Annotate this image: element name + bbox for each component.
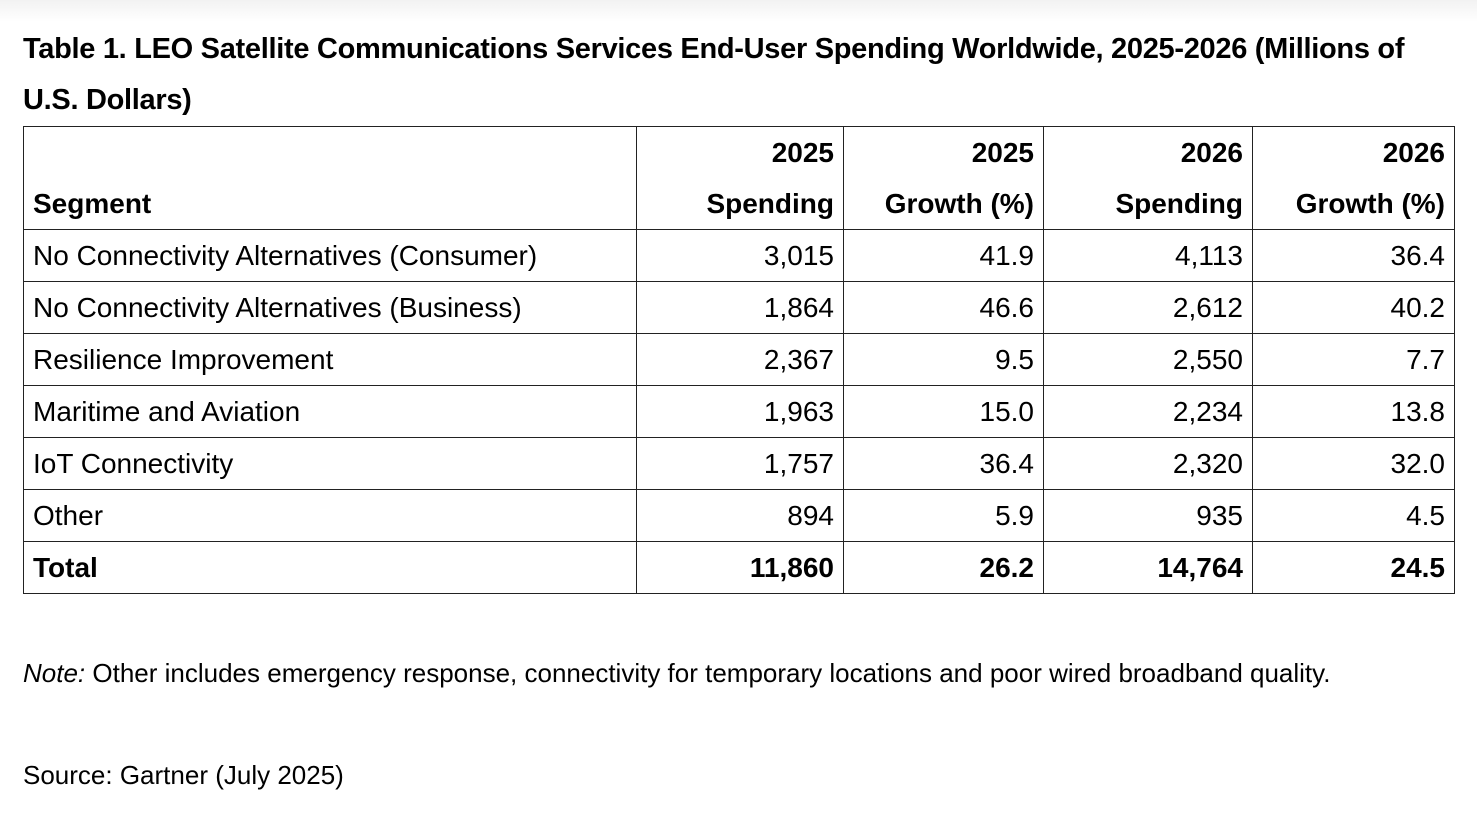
value-cell: 7.7 xyxy=(1252,333,1455,386)
value-cell: 935 xyxy=(1043,489,1253,542)
column-header: Segment xyxy=(23,126,637,230)
value-cell: 11,860 xyxy=(636,541,844,594)
value-cell: 2,367 xyxy=(636,333,844,386)
column-header: 2026 Spending xyxy=(1043,126,1253,230)
value-cell: 15.0 xyxy=(843,385,1044,438)
value-cell: 36.4 xyxy=(843,437,1044,490)
table-row: Maritime and Aviation 1,963 15.0 2,234 13.8 xyxy=(23,385,1455,438)
header-top xyxy=(33,127,627,178)
column-header: 2025 Growth (%) xyxy=(843,126,1044,230)
value-cell: 36.4 xyxy=(1252,229,1455,282)
value-cell: 9.5 xyxy=(843,333,1044,386)
value-cell: 4,113 xyxy=(1043,229,1253,282)
header-top: 2026 xyxy=(1180,137,1243,168)
note-text: Other includes emergency response, conne… xyxy=(85,658,1331,688)
segment-cell: Maritime and Aviation xyxy=(23,385,637,438)
table-row: Resilience Improvement 2,367 9.5 2,550 7.7 xyxy=(23,333,1455,386)
value-cell: 46.6 xyxy=(843,281,1044,334)
value-cell: 894 xyxy=(636,489,844,542)
value-cell: 2,234 xyxy=(1043,385,1253,438)
header-bottom: Growth (%) xyxy=(1295,188,1445,219)
note-label: Note: xyxy=(23,658,86,688)
segment-cell: IoT Connectivity xyxy=(23,437,637,490)
segment-cell: Other xyxy=(23,489,637,542)
spending-table: Segment 2025 Spending 2025 Growth (%) 2026 Spe… xyxy=(23,126,1455,594)
header-bottom: Growth (%) xyxy=(884,188,1034,219)
value-cell: 1,963 xyxy=(636,385,844,438)
total-row: Total 11,860 26.2 14,764 24.5 xyxy=(23,541,1455,594)
table-row: No Connectivity Alternatives (Business) 1… xyxy=(23,281,1455,334)
value-cell: 32.0 xyxy=(1252,437,1455,490)
segment-cell: Resilience Improvement xyxy=(23,333,637,386)
header-top: 2025 xyxy=(771,137,834,168)
value-cell: 13.8 xyxy=(1252,385,1455,438)
value-cell: 3,015 xyxy=(636,229,844,282)
table-title: Table 1. LEO Satellite Communications Se… xyxy=(23,33,1405,116)
value-cell: 4.5 xyxy=(1252,489,1455,542)
table-row: No Connectivity Alternatives (Consumer) 3… xyxy=(23,229,1455,282)
segment-cell: Total xyxy=(23,541,637,594)
value-cell: 2,550 xyxy=(1043,333,1253,386)
value-cell: 2,612 xyxy=(1043,281,1253,334)
value-cell: 2,320 xyxy=(1043,437,1253,490)
header-top: 2026 xyxy=(1382,137,1445,168)
header-bottom: Spending xyxy=(706,188,834,219)
segment-cell: No Connectivity Alternatives (Consumer) xyxy=(23,229,637,282)
value-cell: 14,764 xyxy=(1043,541,1253,594)
value-cell: 26.2 xyxy=(843,541,1044,594)
table-row: Other 894 5.9 935 4.5 xyxy=(23,489,1455,542)
value-cell: 1,757 xyxy=(636,437,844,490)
value-cell: 40.2 xyxy=(1252,281,1455,334)
table-source: Source: Gartner (July 2025) xyxy=(23,760,344,790)
table-header-row: Segment 2025 Spending 2025 Growth (%) 2026 Spe… xyxy=(23,126,1455,230)
column-header: 2025 Spending xyxy=(636,126,844,230)
column-header: 2026 Growth (%) xyxy=(1252,126,1455,230)
value-cell: 41.9 xyxy=(843,229,1044,282)
segment-cell: No Connectivity Alternatives (Business) xyxy=(23,281,637,334)
table-note: Note: Other includes emergency response,… xyxy=(23,648,1443,699)
header-top: 2025 xyxy=(971,137,1034,168)
value-cell: 24.5 xyxy=(1252,541,1455,594)
value-cell: 5.9 xyxy=(843,489,1044,542)
header-bottom: Spending xyxy=(1115,188,1243,219)
header-bottom: Segment xyxy=(33,188,152,219)
value-cell: 1,864 xyxy=(636,281,844,334)
table-row: IoT Connectivity 1,757 36.4 2,320 32.0 xyxy=(23,437,1455,490)
